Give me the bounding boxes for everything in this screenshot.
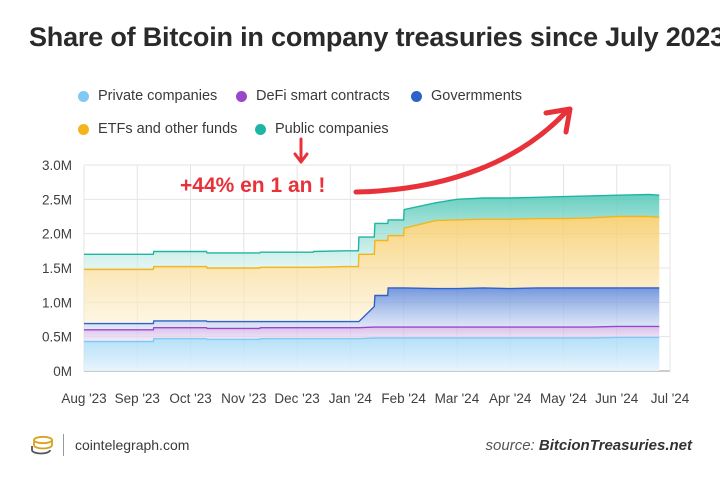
footer-site-link[interactable]: cointelegraph.com	[75, 437, 190, 453]
growth-arrowhead-icon	[543, 106, 573, 135]
x-tick-label: Aug '23	[61, 391, 106, 406]
legend-dot-icon	[255, 123, 266, 135]
series-line-public-companies	[84, 193, 660, 255]
series-line-private-companies	[84, 336, 660, 343]
legend-label: Govermments	[431, 88, 523, 104]
legend-dot-icon	[236, 90, 247, 102]
y-tick-label: 0.5M	[42, 330, 72, 345]
y-tick-label: 1.5M	[42, 261, 72, 276]
source-label: source:	[485, 437, 535, 454]
area-governments	[84, 287, 660, 330]
x-tick-label: Sep '23	[115, 391, 160, 406]
legend-item-public-companies[interactable]: Public companies	[255, 121, 389, 137]
legend-label: ETFs and other funds	[98, 121, 238, 137]
legend-dot-icon	[78, 123, 89, 135]
series-line-etfs-and-other-funds	[84, 215, 660, 271]
x-tick-label: Jun '24	[595, 391, 639, 406]
x-tick-label: May '24	[540, 391, 587, 406]
legend-dot-icon	[411, 90, 422, 102]
x-tick-label: Dec '23	[274, 391, 319, 406]
chart-title: Share of Bitcoin in company treasuries s…	[29, 22, 720, 52]
x-tick-label: Nov '23	[221, 391, 266, 406]
source-name: BitcionTreasuries.net	[538, 437, 692, 454]
legend-label: Private companies	[98, 88, 218, 104]
legend-item-defi-smart-contracts[interactable]: DeFi smart contracts	[236, 88, 390, 104]
cointelegraph-logo-icon	[31, 435, 53, 455]
series-line-governments	[84, 287, 660, 325]
x-tick-label: Mar '24	[435, 391, 480, 406]
y-tick-label: 0M	[53, 364, 72, 379]
x-tick-label: Jul '24	[651, 391, 690, 406]
legend-label: Public companies	[275, 121, 389, 137]
legend-dot-icon	[78, 90, 89, 102]
y-tick-label: 1.0M	[42, 295, 72, 310]
growth-arrow	[353, 110, 568, 195]
legend-item-etfs-and-other-funds[interactable]: ETFs and other funds	[78, 121, 237, 137]
area-private-companies	[84, 337, 660, 371]
line-layer	[84, 193, 660, 343]
y-tick-label: 3.0M	[42, 158, 72, 173]
legend-item-private-companies[interactable]: Private companies	[78, 88, 217, 104]
series-line-defi-smart-contracts	[84, 325, 660, 331]
y-tick-label: 2.0M	[42, 227, 72, 242]
x-tick-label: Jan '24	[329, 391, 373, 406]
annotation-layer	[293, 106, 573, 195]
area-layer	[84, 194, 660, 371]
footer-divider	[63, 434, 64, 456]
area-public-companies	[84, 194, 660, 270]
x-tick-label: Feb '24	[381, 391, 426, 406]
legend-label: DeFi smart contracts	[256, 88, 390, 104]
legend-item-governments[interactable]: Govermments	[411, 88, 522, 104]
pointer-arrow-icon	[293, 137, 309, 164]
growth-annotation: +44% en 1 an !	[180, 174, 326, 197]
y-tick-label: 2.5M	[42, 192, 72, 207]
x-tick-label: Apr '24	[489, 391, 532, 406]
axis-layer: 0M 0.5M 1.0M 1.5M 2.0M 2.5M 3.0M Aug '23 Sep '23…	[42, 158, 690, 406]
x-tick-label: Oct '23	[169, 391, 211, 406]
area-etfs-and-other-funds	[84, 216, 660, 324]
footer-source: source: BitcionTreasuries.net	[486, 437, 692, 454]
